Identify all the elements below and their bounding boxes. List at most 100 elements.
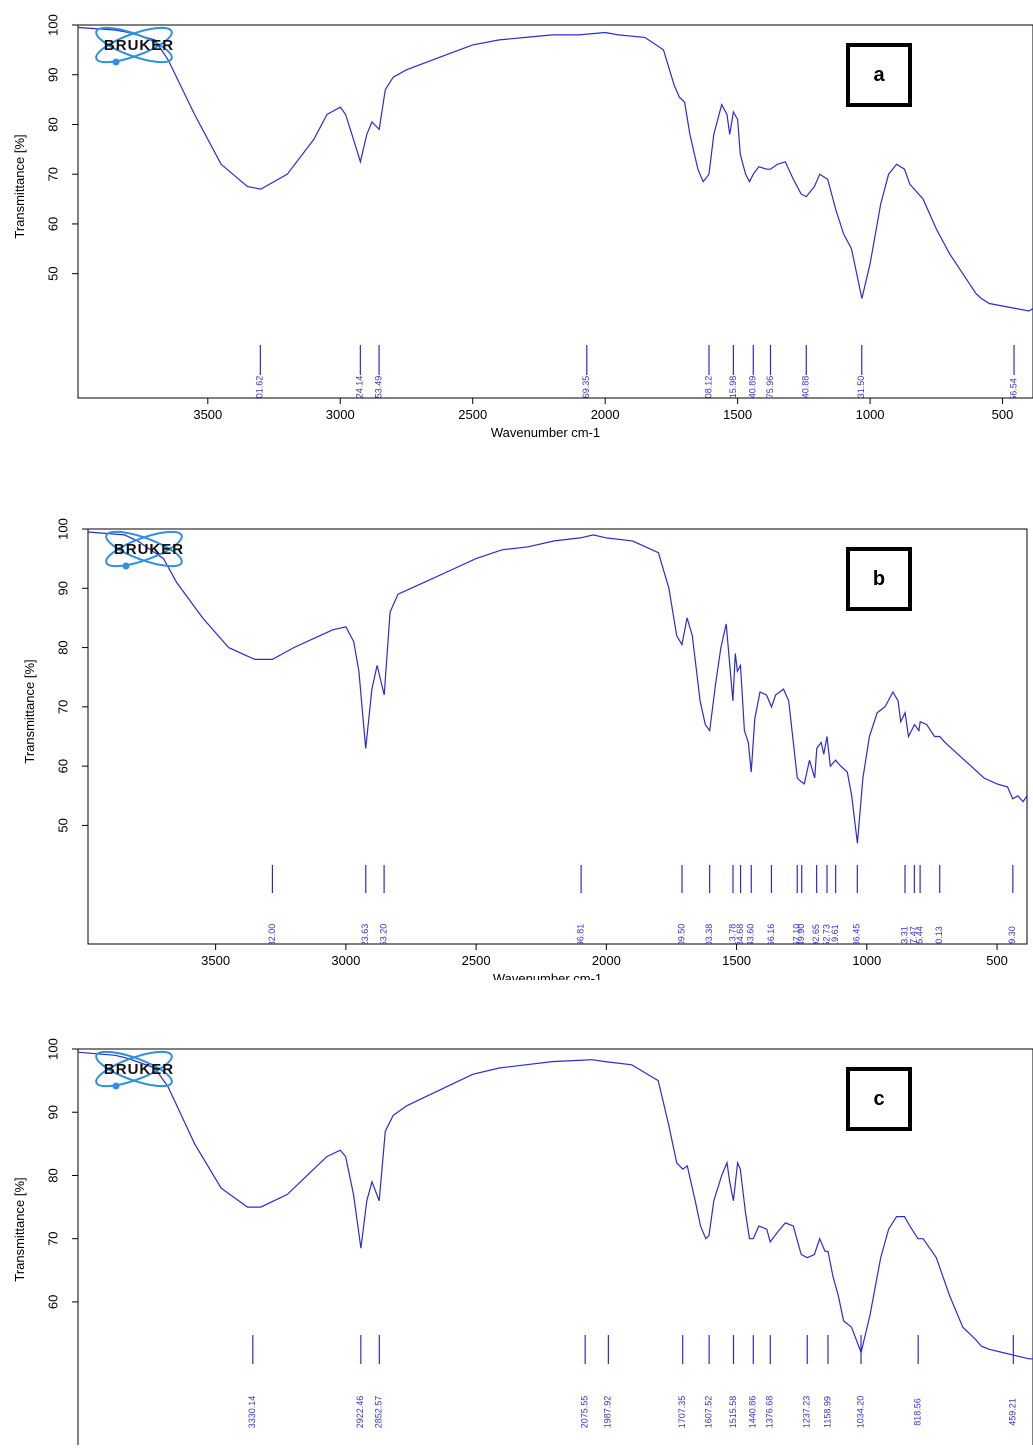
peak-label: 853.31 bbox=[899, 926, 909, 954]
peak-label: 1443.60 bbox=[746, 924, 756, 957]
y-tick-label: 70 bbox=[45, 167, 60, 181]
peak-label: 1515.58 bbox=[728, 1396, 738, 1429]
panel-label: a bbox=[873, 64, 885, 86]
peak-label: 3330.14 bbox=[247, 1396, 257, 1429]
panel-label: c bbox=[873, 1088, 884, 1110]
spectrum-line bbox=[78, 1051, 1033, 1360]
spectrum-chart: 50 60 70 80 90 100 Transmittance [%] 3500 3000 25… bbox=[22, 518, 1028, 986]
peak-label: 2852.57 bbox=[374, 1396, 384, 1429]
peak-label: 3301.62 bbox=[255, 376, 265, 409]
spectrum-panel-b: 50 60 70 80 90 100 Transmittance [%] 3500 3000 25… bbox=[0, 500, 1033, 986]
y-tick-label: 60 bbox=[45, 217, 60, 231]
bruker-logo: BRUKER bbox=[95, 26, 174, 66]
y-tick-label: 90 bbox=[55, 581, 70, 595]
peak-label: 456.54 bbox=[1008, 378, 1018, 406]
x-tick-label: 3500 bbox=[193, 407, 222, 422]
y-axis-label: Transmittance [%] bbox=[12, 134, 27, 238]
y-tick-label: 50 bbox=[55, 818, 70, 832]
peak-label: 1152.73 bbox=[821, 924, 831, 956]
x-tick-label: 1500 bbox=[722, 953, 751, 968]
peak-label: 1119.61 bbox=[830, 924, 840, 955]
y-tick-label: 100 bbox=[45, 1038, 60, 1060]
peak-label: 1237.23 bbox=[802, 1396, 812, 1429]
peak-label: 1608.12 bbox=[703, 376, 713, 409]
peak-label: 1440.89 bbox=[748, 376, 758, 409]
y-axis-label: Transmittance [%] bbox=[22, 659, 37, 763]
x-tick-label: 1000 bbox=[852, 953, 881, 968]
bruker-logo-text: BRUKER bbox=[114, 541, 184, 558]
peak-label: 2853.49 bbox=[373, 376, 383, 409]
plot-frame bbox=[77, 1048, 1033, 1450]
peak-label: 1034.20 bbox=[855, 1396, 865, 1429]
peak-label: 1249.90 bbox=[796, 924, 806, 957]
plot-frame bbox=[87, 528, 1028, 945]
peak-label: 3282.00 bbox=[267, 924, 277, 957]
bruker-logo-text: BRUKER bbox=[104, 37, 174, 54]
spectrum-line bbox=[88, 531, 1027, 844]
x-tick-label: 2000 bbox=[591, 407, 620, 422]
y-tick-label: 60 bbox=[55, 759, 70, 773]
y-tick-label: 50 bbox=[45, 266, 60, 280]
peak-label: 1031.50 bbox=[856, 376, 866, 409]
bruker-logo: BRUKER bbox=[95, 1050, 173, 1090]
y-tick-label: 70 bbox=[55, 700, 70, 714]
peak-label: 1607.52 bbox=[704, 1396, 714, 1429]
y-tick-label: 90 bbox=[45, 67, 60, 81]
peak-label: 2853.20 bbox=[378, 924, 388, 957]
x-tick-label: 2000 bbox=[592, 953, 621, 968]
y-axis-label: Transmittance [%] bbox=[12, 1177, 27, 1281]
y-tick-label: 80 bbox=[45, 1168, 60, 1182]
peak-label: 1376.68 bbox=[765, 1396, 775, 1429]
peak-label: 1484.68 bbox=[735, 924, 745, 957]
panel-label-box bbox=[846, 1067, 912, 1131]
peak-label: 1707.35 bbox=[677, 1396, 687, 1429]
plot-frame bbox=[77, 24, 1033, 399]
x-tick-label: 2500 bbox=[458, 407, 487, 422]
peak-label: 1240.88 bbox=[801, 376, 811, 409]
y-tick-label: 90 bbox=[45, 1105, 60, 1119]
peak-label: 1366.16 bbox=[766, 924, 776, 957]
peak-label: 2069.35 bbox=[581, 376, 591, 409]
x-tick-label: 500 bbox=[992, 407, 1014, 422]
y-tick-label: 80 bbox=[45, 117, 60, 131]
spectrum-line bbox=[78, 26, 1033, 312]
spectrum-chart: 50 60 70 80 90 100 Transmittance [%] 3500 3000 25… bbox=[12, 14, 1033, 440]
x-axis-label: Wavenumber cm-1 bbox=[493, 971, 602, 980]
x-tick-label: 1000 bbox=[856, 407, 885, 422]
peak-label: 1603.38 bbox=[704, 924, 714, 957]
peak-label: 439.30 bbox=[1007, 926, 1017, 954]
peak-label: 1987.92 bbox=[603, 1396, 613, 1429]
panel-label-box bbox=[846, 43, 912, 107]
peak-label: 1709.50 bbox=[676, 924, 686, 957]
x-tick-label: 3000 bbox=[326, 407, 355, 422]
bruker-logo: BRUKER bbox=[105, 530, 184, 570]
peak-label: 1375.96 bbox=[765, 376, 775, 409]
y-tick-label: 100 bbox=[45, 14, 60, 36]
peak-label: 1513.78 bbox=[727, 924, 737, 957]
x-tick-label: 500 bbox=[986, 953, 1008, 968]
peak-label: 1158.99 bbox=[822, 1396, 832, 1428]
peak-label: 1267.10 bbox=[792, 924, 802, 957]
peak-label: 795.44 bbox=[914, 926, 924, 954]
peak-label: 1036.45 bbox=[852, 924, 862, 957]
peak-label: 2924.14 bbox=[355, 376, 365, 409]
x-tick-label: 1500 bbox=[723, 407, 752, 422]
y-tick-label: 60 bbox=[45, 1295, 60, 1309]
x-tick-label: 3500 bbox=[201, 953, 230, 968]
panel-label-box bbox=[846, 547, 912, 611]
peak-label: 817.47 bbox=[909, 926, 919, 954]
y-tick-label: 80 bbox=[55, 640, 70, 654]
x-tick-label: 2500 bbox=[462, 953, 491, 968]
peak-label: 2096.81 bbox=[575, 924, 585, 957]
peak-label: 1192.65 bbox=[811, 924, 821, 956]
spectrum-panel-a: 50 60 70 80 90 100 Transmittance [%] 3500 3000 25… bbox=[0, 0, 1033, 480]
y-tick-label: 70 bbox=[45, 1231, 60, 1245]
peak-label: 818.56 bbox=[913, 1398, 923, 1426]
panel-label: b bbox=[873, 568, 885, 590]
y-tick-label: 100 bbox=[55, 518, 70, 540]
peak-label: 2922.46 bbox=[355, 1396, 365, 1429]
peak-label: 720.13 bbox=[934, 926, 944, 954]
x-tick-label: 3000 bbox=[331, 953, 360, 968]
peak-label: 1515.98 bbox=[728, 376, 738, 409]
